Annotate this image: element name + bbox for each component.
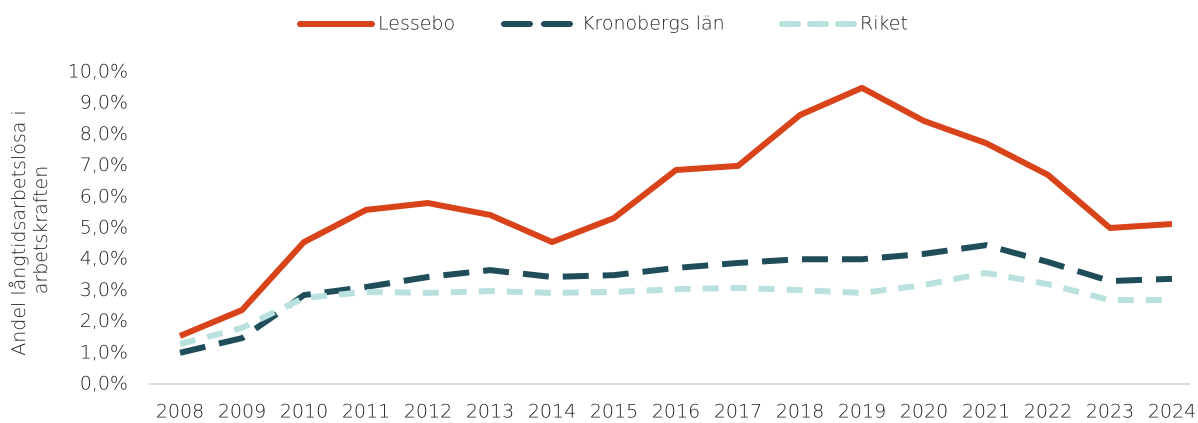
x-tick-label: 2013 <box>466 401 514 423</box>
y-tick-label: 8,0% <box>80 123 128 145</box>
y-tick-label: 0,0% <box>80 373 128 395</box>
y-axis-label: Andel långtidsarbetslösa i arbetskraften <box>8 104 52 356</box>
y-tick-label: 6,0% <box>80 185 128 207</box>
legend-label: Kronobergs län <box>582 13 725 35</box>
x-tick-label: 2011 <box>342 401 390 423</box>
legend-label: Lessebo <box>378 13 455 35</box>
x-tick-label: 2017 <box>714 401 762 423</box>
x-tick-label: 2010 <box>280 401 328 423</box>
y-tick-label: 1,0% <box>80 341 128 363</box>
y-tick-label: 4,0% <box>80 248 128 270</box>
y-tick-label: 3,0% <box>80 279 128 301</box>
x-tick-label: 2016 <box>652 401 700 423</box>
x-tick-label: 2015 <box>590 401 638 423</box>
series-line <box>178 84 1173 339</box>
y-axis-label-line: arbetskraften <box>30 166 52 295</box>
x-tick-label: 2008 <box>156 401 204 423</box>
x-tick-label: 2018 <box>776 401 824 423</box>
x-tick-label: 2023 <box>1086 401 1134 423</box>
x-tick-label: 2009 <box>218 401 266 423</box>
x-tick-label: 2012 <box>404 401 452 423</box>
y-tick-label: 7,0% <box>80 154 128 176</box>
y-tick-label: 10,0% <box>68 61 128 83</box>
series-line <box>179 269 1172 347</box>
legend-label: Riket <box>860 13 908 35</box>
x-tick-label: 2021 <box>962 401 1010 423</box>
y-tick-label: 9,0% <box>80 92 128 114</box>
x-tick-label: 2019 <box>838 401 886 423</box>
x-tick-label: 2014 <box>528 401 576 423</box>
y-axis-label-line: Andel långtidsarbetslösa i <box>8 110 30 355</box>
x-tick-label: 2024 <box>1148 401 1196 423</box>
x-tick-label: 2020 <box>900 401 948 423</box>
series-line <box>179 242 1173 356</box>
y-tick-label: 5,0% <box>80 217 128 239</box>
y-tick-label: 2,0% <box>80 310 128 332</box>
x-tick-label: 2022 <box>1024 401 1072 423</box>
